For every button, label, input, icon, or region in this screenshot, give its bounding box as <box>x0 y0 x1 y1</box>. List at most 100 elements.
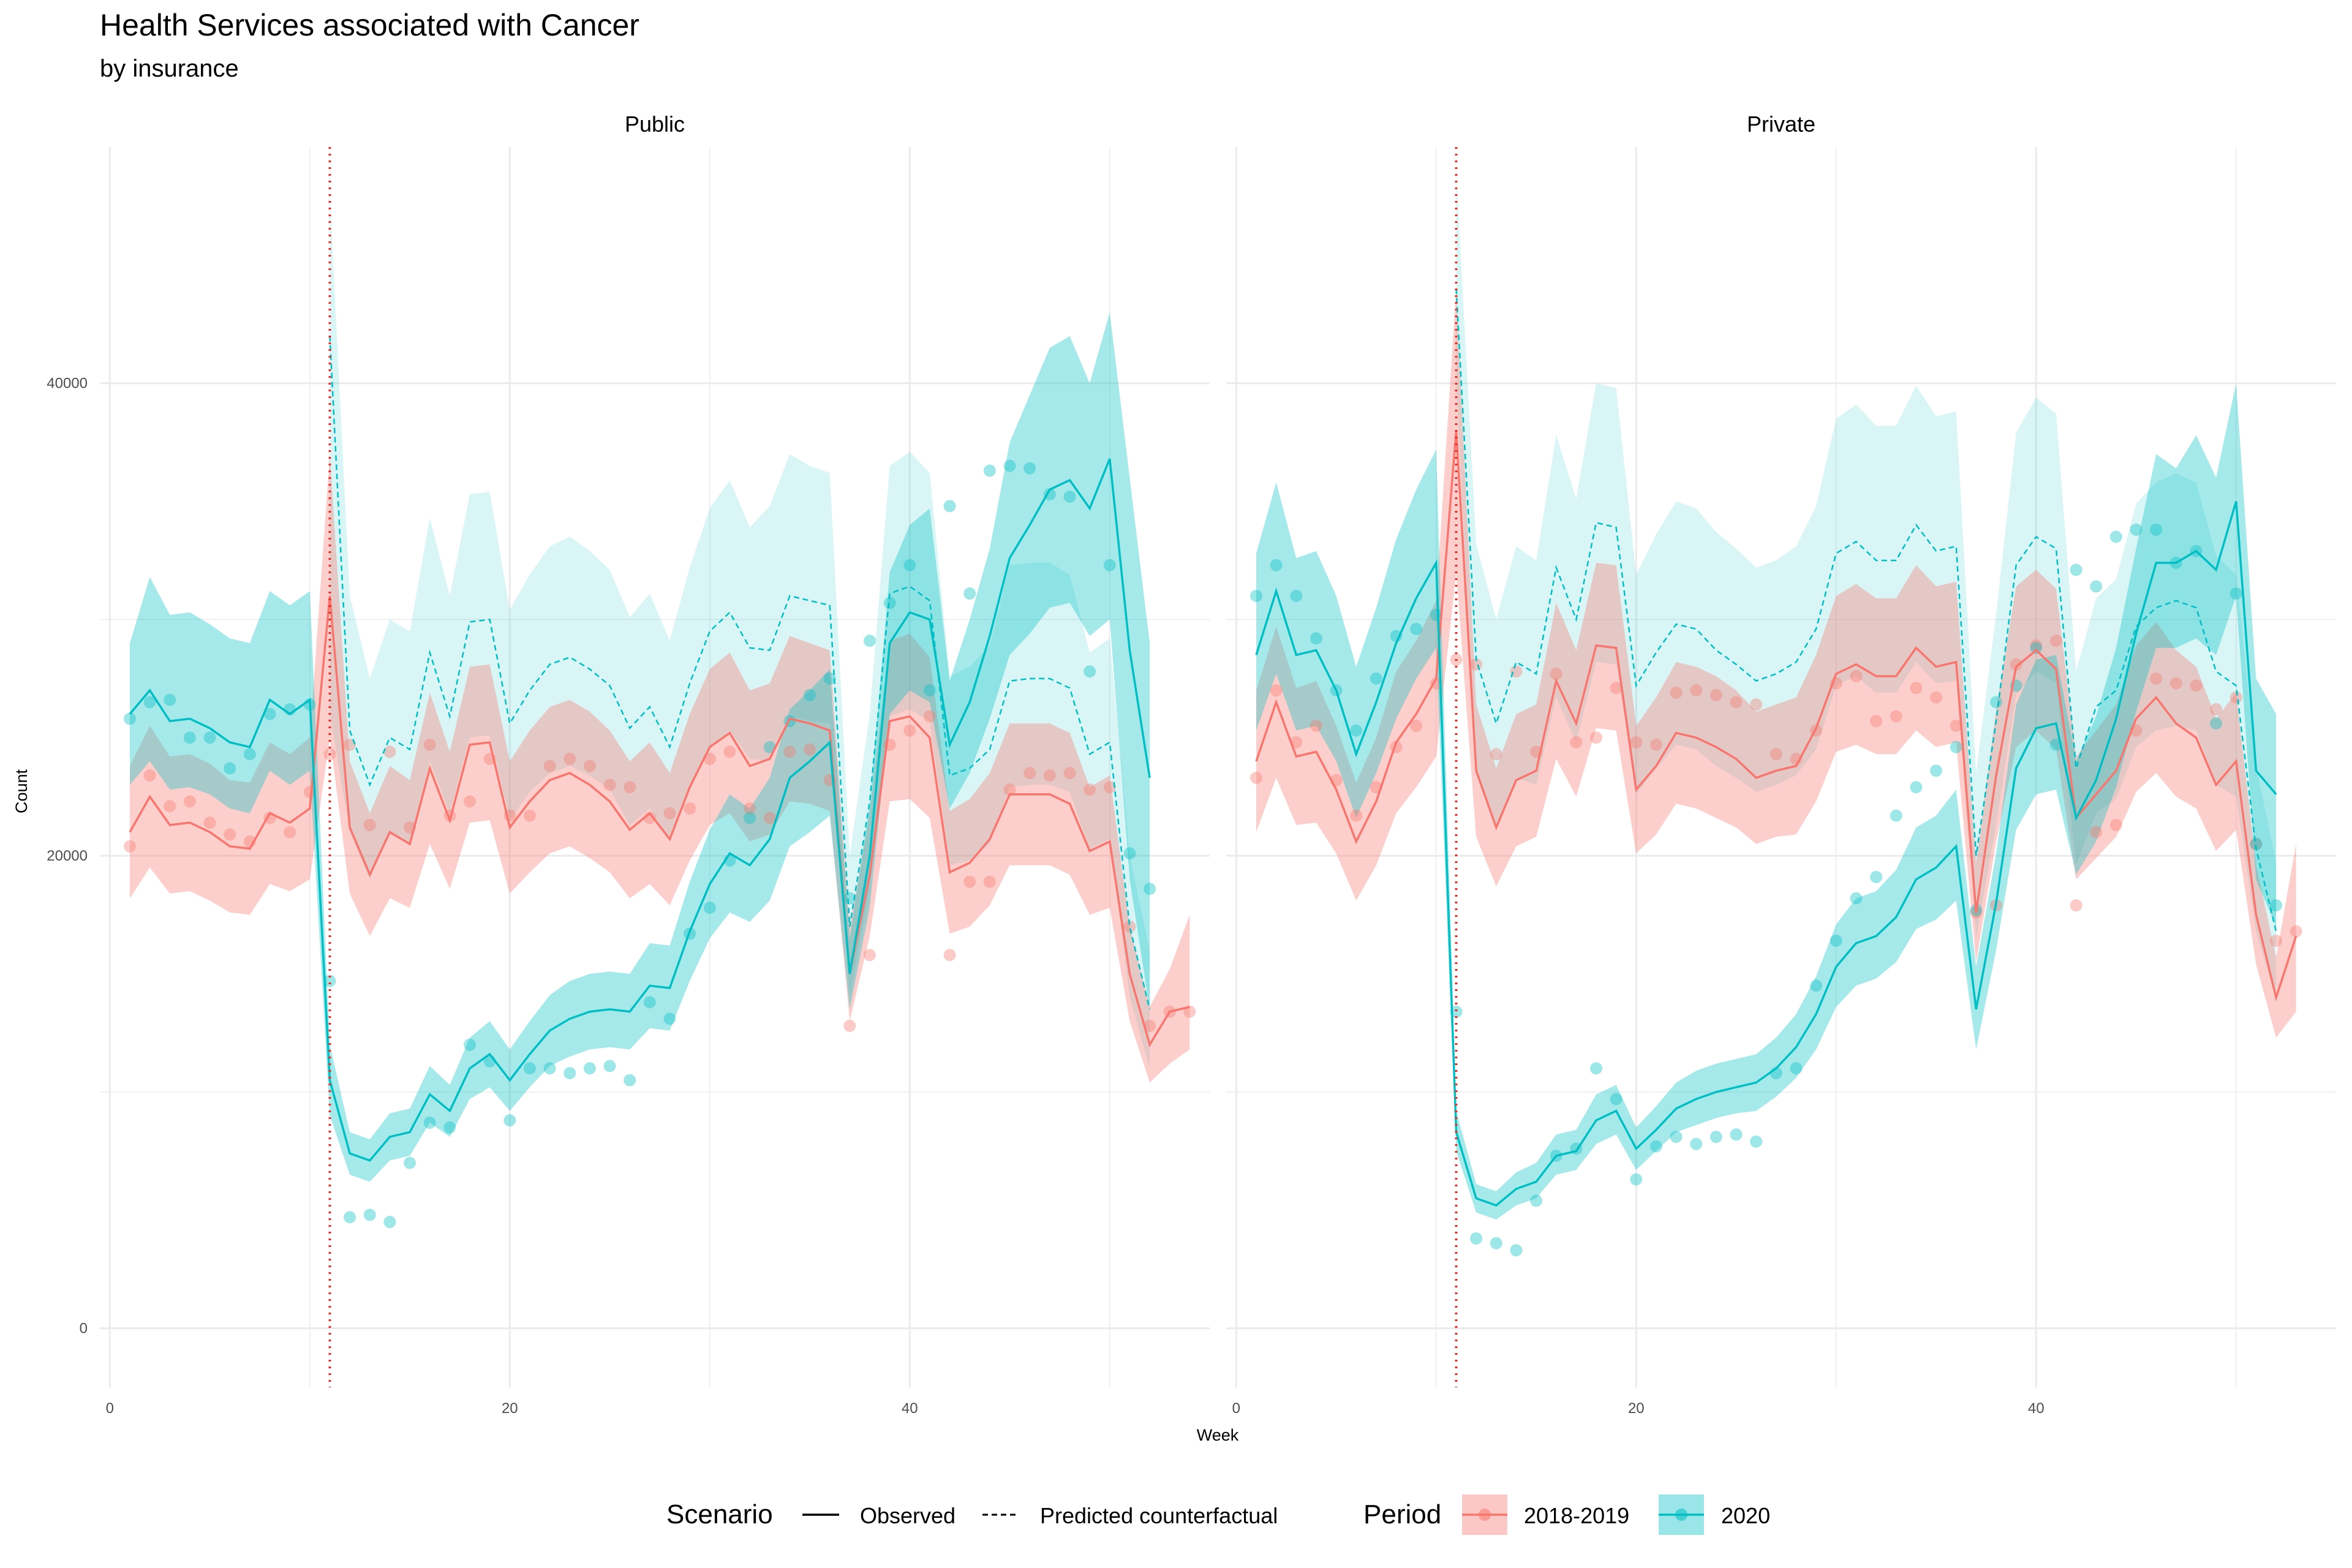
data-point <box>1590 1062 1602 1075</box>
data-point <box>703 753 716 765</box>
data-point <box>564 1067 576 1079</box>
data-point <box>1709 1131 1722 1144</box>
data-point <box>263 707 276 720</box>
data-point <box>1470 1232 1483 1245</box>
data-point <box>863 635 876 647</box>
legend-period-title: Period <box>1363 1499 1441 1529</box>
data-point <box>1310 720 1322 732</box>
data-point <box>183 731 196 744</box>
data-point <box>943 500 956 513</box>
gridlines <box>1226 147 2336 1387</box>
data-point <box>1290 589 1303 602</box>
data-point <box>1910 781 1923 794</box>
data-point <box>2169 677 2182 690</box>
data-point <box>543 760 556 772</box>
data-point <box>1870 870 1883 883</box>
data-point <box>1850 670 1863 682</box>
data-point <box>123 840 136 853</box>
data-point <box>903 559 916 571</box>
ribbon-2018-2019-observed <box>130 454 1190 1083</box>
line-2020-observed <box>1255 501 2277 1207</box>
data-point <box>624 1074 636 1087</box>
data-point <box>323 974 336 987</box>
data-point <box>143 696 156 709</box>
data-point <box>1790 1062 1803 1075</box>
data-point <box>224 762 236 775</box>
data-point <box>1590 731 1602 744</box>
data-point <box>923 710 936 723</box>
line-2018-2019-observed <box>129 595 1190 1048</box>
legend-label-period-0: 2018-2019 <box>1524 1503 1629 1528</box>
data-point <box>804 743 816 756</box>
legend-label-observed: Observed <box>860 1503 956 1528</box>
points-2020 <box>1250 523 2283 1257</box>
data-point <box>1490 1237 1502 1250</box>
data-point <box>1510 665 1523 678</box>
data-point <box>1430 608 1442 621</box>
data-point <box>2010 658 2022 671</box>
data-point <box>1250 771 1262 784</box>
data-point <box>1750 1135 1763 1148</box>
data-point <box>1350 809 1363 822</box>
data-point <box>1930 691 1943 704</box>
x-tick-label: 40 <box>902 1400 918 1417</box>
data-point <box>744 812 756 824</box>
panel-public: Public 0 20 40 0 20000 40000 <box>47 111 1210 1417</box>
data-point <box>564 753 576 765</box>
data-point <box>963 875 976 888</box>
data-point <box>1103 781 1116 794</box>
y-tick-label: 40000 <box>47 375 88 392</box>
data-point <box>243 748 256 761</box>
data-point <box>203 816 216 829</box>
data-point <box>2190 679 2203 692</box>
data-point <box>1063 490 1076 503</box>
data-point <box>823 672 836 685</box>
ribbon-2020-predicted-counterfactual <box>330 194 1150 1069</box>
data-point <box>1870 715 1883 728</box>
data-point <box>2290 925 2302 938</box>
data-point <box>843 1019 856 1032</box>
data-point <box>1350 724 1363 737</box>
data-point <box>1270 559 1283 571</box>
data-point <box>2049 635 2062 647</box>
data-point <box>2270 935 2283 947</box>
data-point <box>1750 698 1763 711</box>
panel-title: Public <box>625 111 685 137</box>
data-point <box>1670 1131 1683 1144</box>
legend-label-period-1: 2020 <box>1721 1503 1770 1528</box>
data-point <box>763 812 776 824</box>
y-tick-label: 0 <box>80 1321 88 1337</box>
legend-key-point <box>1675 1509 1687 1521</box>
legend-key-point <box>1479 1509 1491 1521</box>
data-point <box>1003 459 1016 472</box>
points-2018-2019 <box>123 710 1196 1032</box>
data-point <box>1690 1137 1703 1150</box>
data-point <box>1830 935 1842 947</box>
data-point <box>2230 587 2242 600</box>
data-point <box>744 802 756 815</box>
data-point <box>2210 703 2223 715</box>
points-2018-2019 <box>1250 635 2302 947</box>
x-tick-label: 0 <box>1232 1400 1240 1417</box>
data-point <box>1270 684 1283 697</box>
data-point <box>804 688 816 701</box>
data-point <box>1123 920 1136 933</box>
data-point <box>383 1216 396 1228</box>
data-point <box>643 996 656 1009</box>
data-point <box>1950 741 1962 753</box>
data-point <box>2109 530 2122 543</box>
data-point <box>663 807 676 820</box>
data-point <box>1063 767 1076 780</box>
data-point <box>1890 809 1902 822</box>
data-point <box>1630 1173 1643 1186</box>
data-point <box>1850 892 1863 905</box>
data-point <box>1043 488 1056 500</box>
data-point <box>1630 736 1643 748</box>
y-tick-label: 20000 <box>47 848 88 864</box>
data-point <box>2070 899 2082 912</box>
data-point <box>1770 748 1782 761</box>
x-axis-label: Week <box>1197 1426 1239 1444</box>
data-point <box>183 795 196 808</box>
data-point <box>1250 589 1262 602</box>
data-point <box>624 781 636 794</box>
